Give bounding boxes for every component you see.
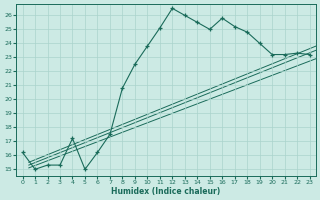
- X-axis label: Humidex (Indice chaleur): Humidex (Indice chaleur): [111, 187, 221, 196]
